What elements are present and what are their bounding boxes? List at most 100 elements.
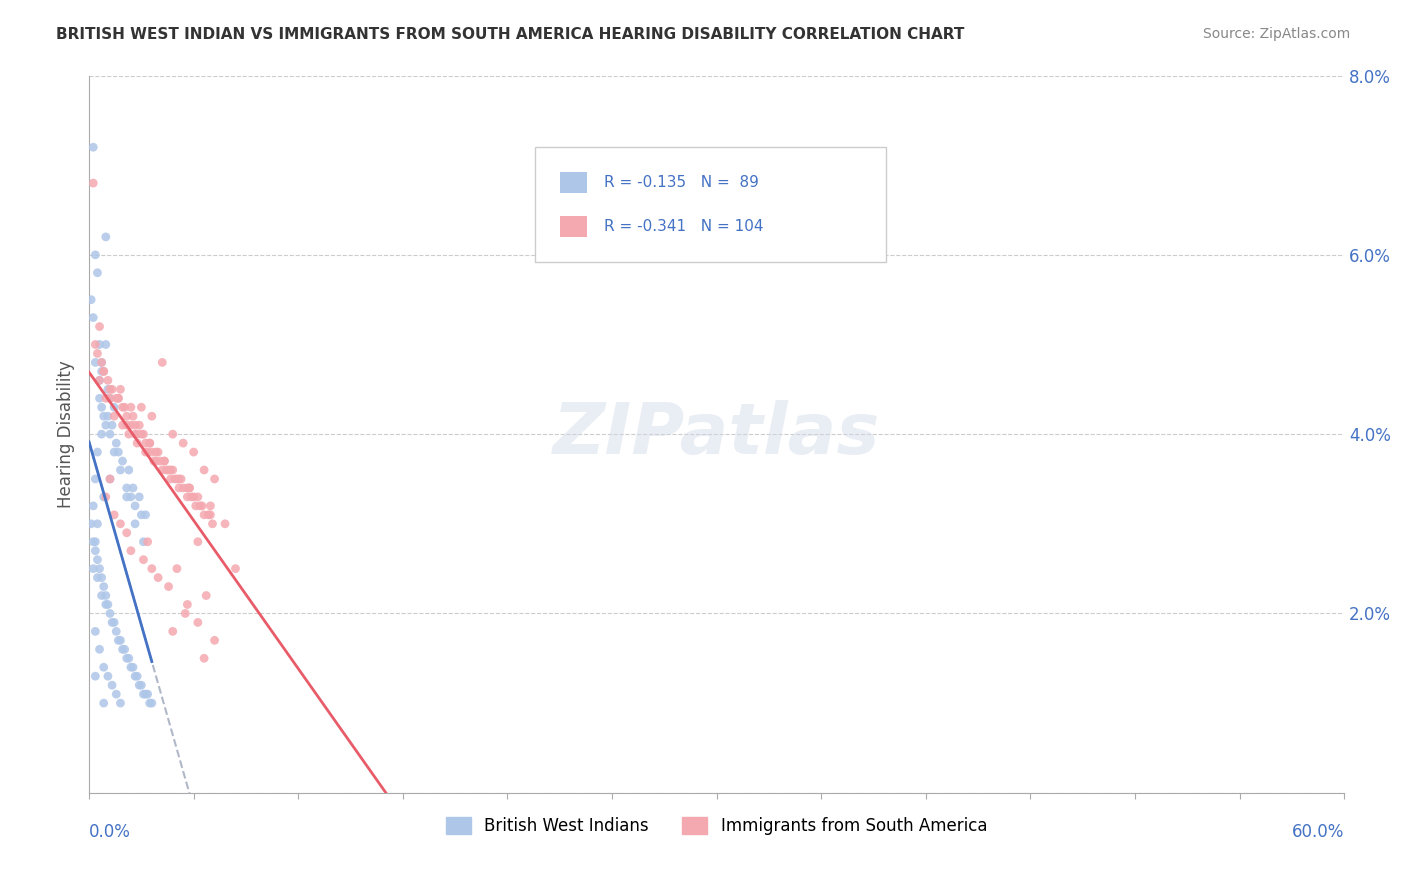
Point [110,633,132,648]
Point [80,516,103,531]
Point [97,409,120,424]
Point [153,454,176,468]
Point [131,508,153,522]
Point [94,598,117,612]
Point [128,678,150,692]
Point [193,463,215,477]
Point [107,633,129,648]
Point [101,678,124,692]
Point [94,490,117,504]
Point [157,580,180,594]
Point [150,463,173,477]
Point [197,508,219,522]
Point [105,687,128,701]
Point [132,427,155,442]
Point [97,373,120,387]
Point [172,481,194,495]
Point [98,427,121,442]
Point [89,561,111,575]
Point [159,472,181,486]
Point [122,660,145,674]
Point [114,401,136,415]
Point [110,382,132,396]
Point [107,392,129,406]
Point [84,534,107,549]
Point [124,669,146,683]
Point [93,580,115,594]
Point [93,490,115,504]
Point [124,499,146,513]
Point [98,382,121,396]
Point [127,436,149,450]
Point [162,427,184,442]
Point [127,669,149,683]
Point [150,355,173,369]
Point [105,436,128,450]
Point [132,534,155,549]
Point [115,525,138,540]
Point [110,696,132,710]
Point [122,409,145,424]
Point [120,401,142,415]
Point [94,337,117,351]
Point [149,454,172,468]
Point [86,445,108,459]
Point [90,364,112,378]
Point [105,624,128,639]
Point [93,696,115,710]
Point [136,534,159,549]
Point [89,642,111,657]
Point [142,454,165,468]
Point [135,445,157,459]
Point [145,454,167,468]
Point [86,346,108,360]
Point [98,472,121,486]
Point [195,589,218,603]
Point [131,427,153,442]
Point [187,615,209,630]
Point [111,401,134,415]
Point [90,589,112,603]
Point [120,490,142,504]
Point [131,401,153,415]
Point [120,543,142,558]
Point [127,427,149,442]
Point [136,687,159,701]
Point [89,373,111,387]
Point [138,436,160,450]
Y-axis label: Hearing Disability: Hearing Disability [58,360,75,508]
Point [94,418,117,433]
Point [84,248,107,262]
Point [86,266,108,280]
Point [153,454,176,468]
Point [98,392,121,406]
Point [82,561,104,575]
Point [141,445,163,459]
Legend: British West Indians, Immigrants from South America: British West Indians, Immigrants from So… [439,810,994,842]
Point [193,508,215,522]
Point [159,463,181,477]
Point [136,445,159,459]
Point [124,427,146,442]
Point [111,642,134,657]
Point [94,230,117,244]
Point [103,615,125,630]
Point [97,669,120,683]
Point [82,310,104,325]
Point [103,508,125,522]
Point [103,401,125,415]
Point [110,463,132,477]
Point [141,696,163,710]
Point [115,418,138,433]
Text: 60.0%: 60.0% [1292,823,1344,841]
Point [89,337,111,351]
Point [84,337,107,351]
Point [128,490,150,504]
Point [170,472,193,486]
Point [90,355,112,369]
Point [187,534,209,549]
Text: R = -0.341   N = 104: R = -0.341 N = 104 [603,219,763,234]
Point [120,660,142,674]
Point [118,427,141,442]
Point [135,508,157,522]
